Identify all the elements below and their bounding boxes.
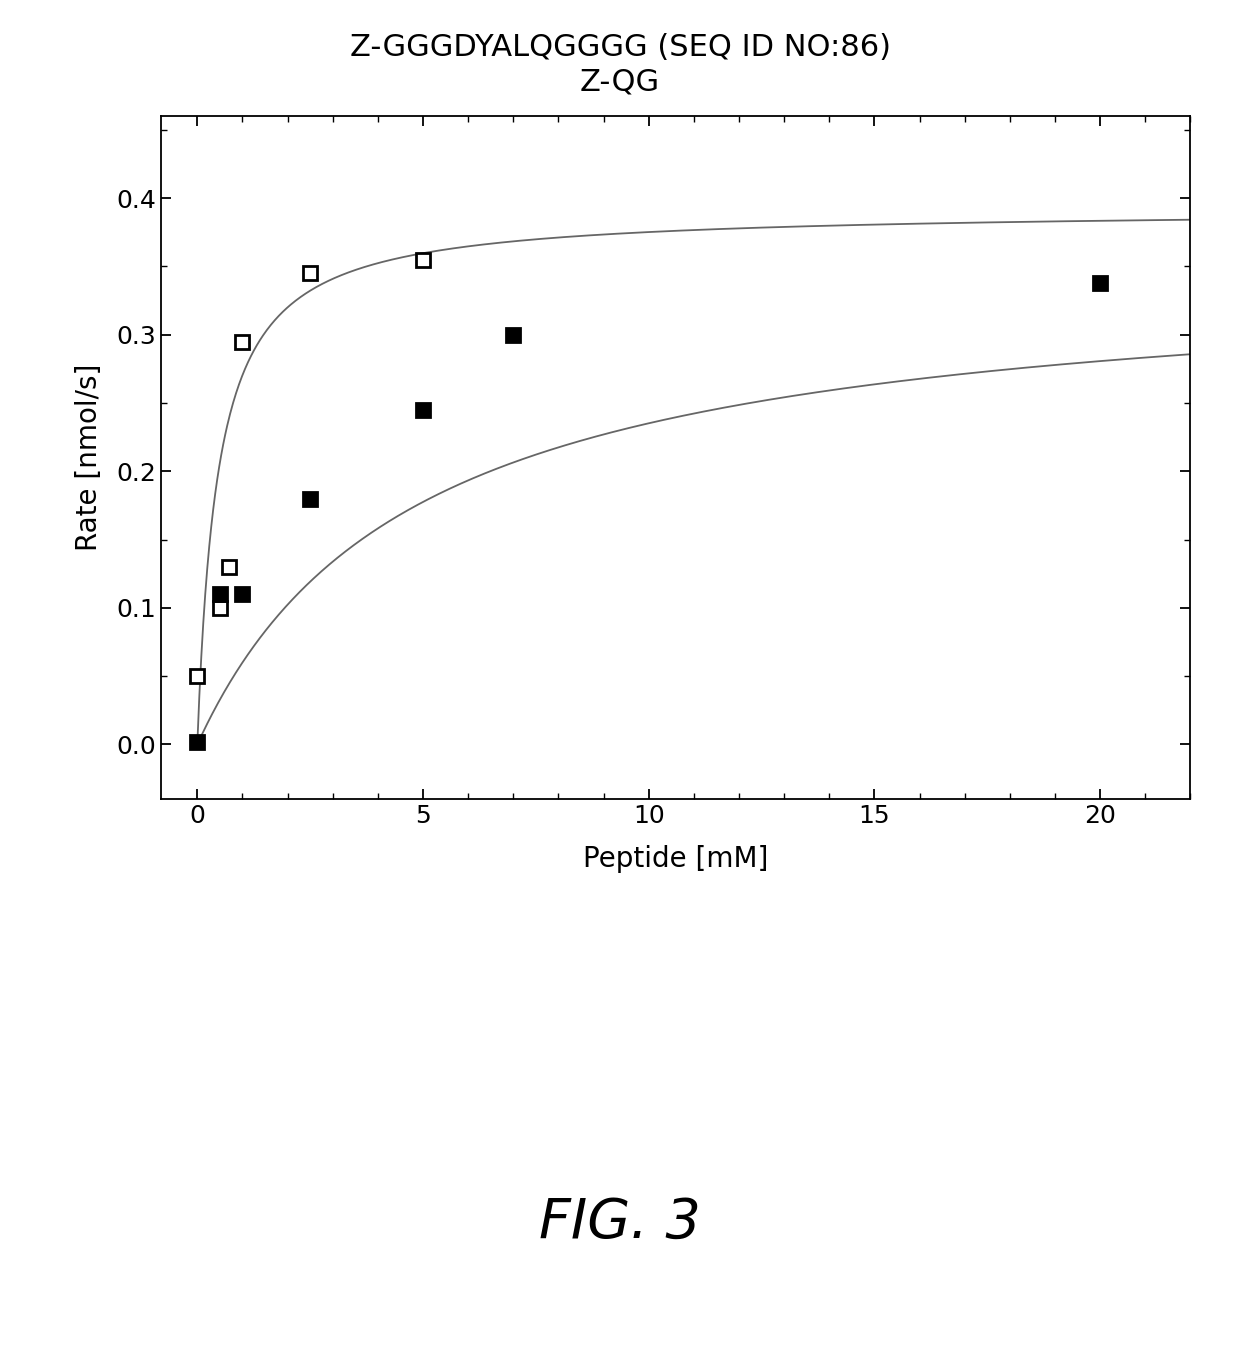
- Y-axis label: Rate [nmol/s]: Rate [nmol/s]: [74, 363, 103, 552]
- Text: FIG. 3: FIG. 3: [539, 1197, 701, 1249]
- X-axis label: Peptide [mM]: Peptide [mM]: [583, 844, 769, 873]
- Text: Z-GGGDYALQGGGG (SEQ ID NO:86): Z-GGGDYALQGGGG (SEQ ID NO:86): [350, 33, 890, 63]
- Text: Z-QG: Z-QG: [580, 67, 660, 97]
